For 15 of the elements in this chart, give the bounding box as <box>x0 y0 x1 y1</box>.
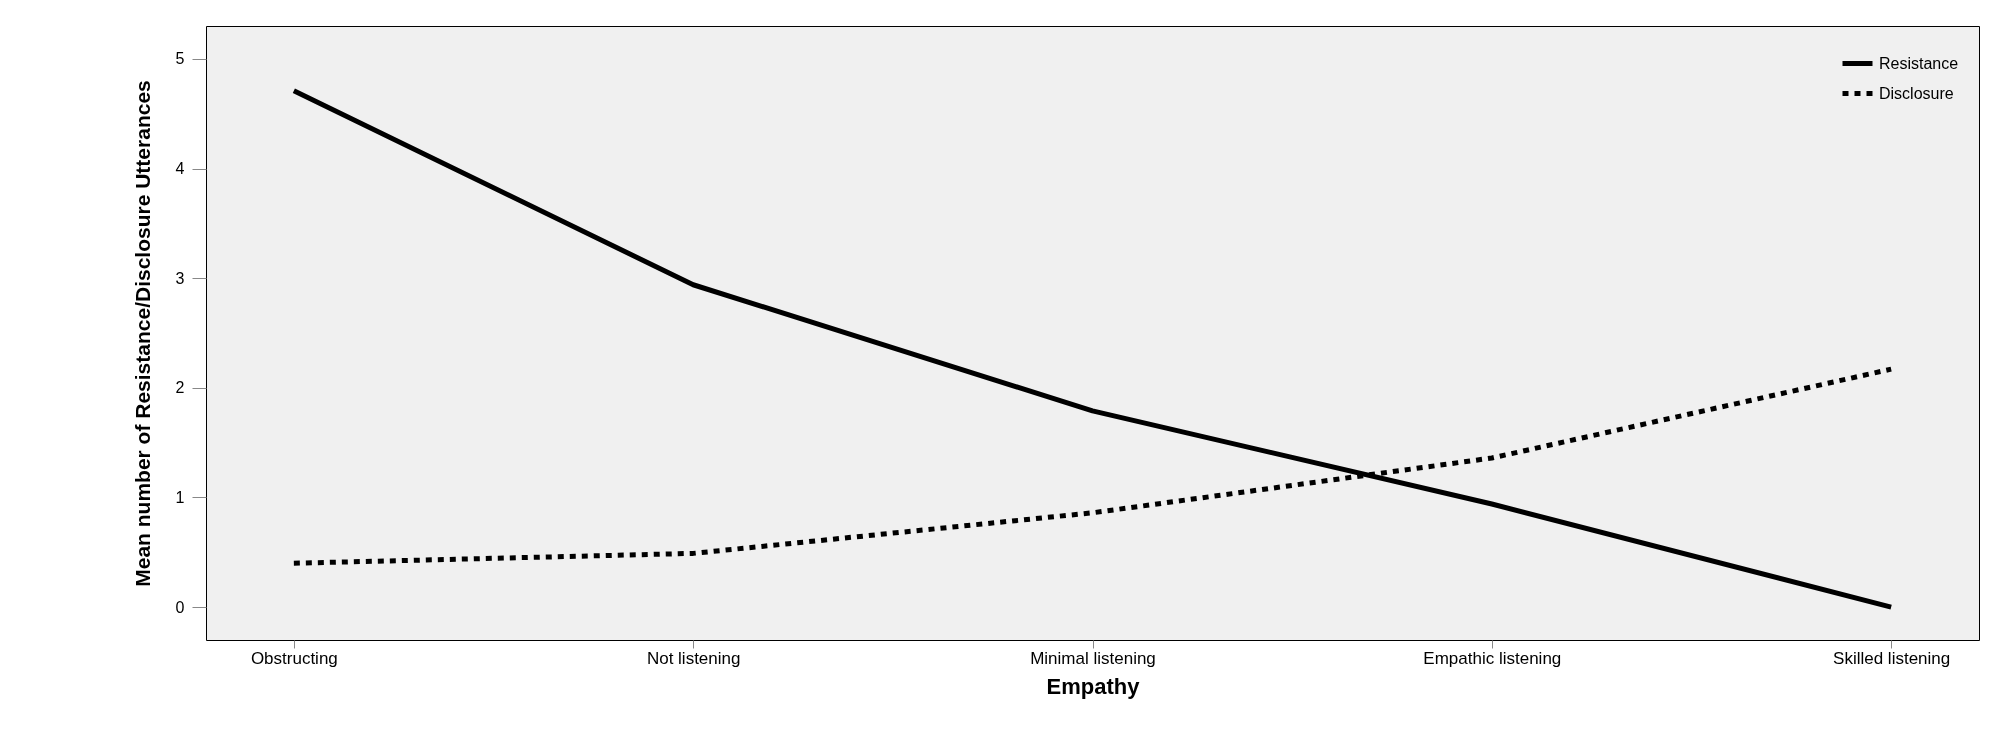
y-tick-label: 4 <box>175 160 185 178</box>
y-axis-title: Mean number of Resistance/Disclosure Utterances <box>130 80 154 587</box>
y-tick-label: 1 <box>175 488 185 506</box>
x-tick-label: Minimal listening <box>1030 648 1156 668</box>
x-tick-label: Obstructing <box>250 648 338 668</box>
legend-label: Disclosure <box>1879 84 1954 102</box>
legend-label: Resistance <box>1879 54 1959 72</box>
y-tick-label: 2 <box>175 379 185 397</box>
y-tick-label: 5 <box>175 50 185 68</box>
y-tick-label: 3 <box>175 269 185 287</box>
x-tick-label: Not listening <box>646 648 741 668</box>
x-tick-label: Empathic listening <box>1423 648 1562 668</box>
x-axis-title: Empathy <box>1046 673 1141 699</box>
y-tick-label: 0 <box>175 598 185 616</box>
x-tick-label: Skilled listening <box>1833 648 1951 668</box>
